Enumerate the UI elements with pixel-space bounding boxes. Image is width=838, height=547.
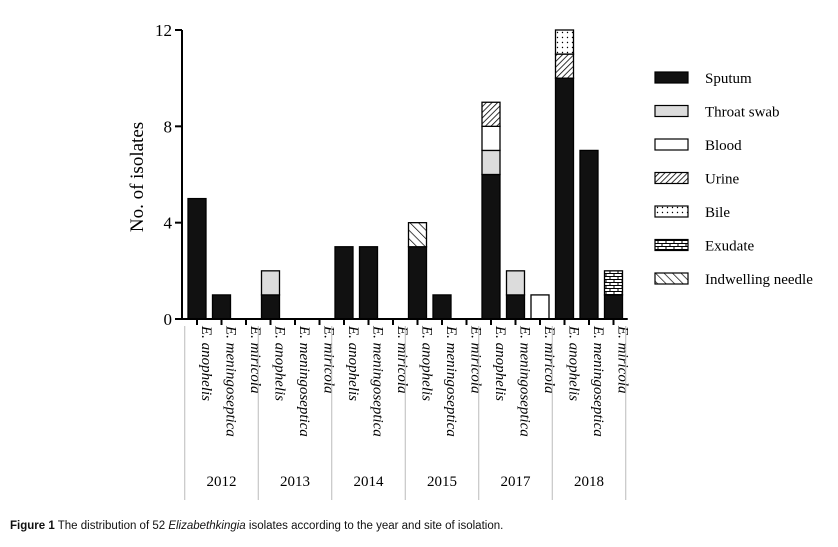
y-tick-label-8: 8 (164, 117, 173, 136)
x-tick-label-2012-e-anophelis: E. anophelis (198, 325, 214, 401)
legend-label-urine: Urine (705, 172, 739, 188)
bar-2015-e-meningoseptica-sputum (432, 294, 452, 320)
year-label-2015: 2015 (427, 474, 457, 490)
caption-text-after: isolates according to the year and site … (245, 520, 504, 532)
y-tick-label-12: 12 (155, 21, 172, 40)
year-label-2012: 2012 (207, 474, 237, 490)
legend-swatch-exudate (654, 238, 689, 252)
x-tick-label-2012-e-miricola: E. miricola (247, 325, 263, 394)
bar-2014-e-meningoseptica-sputum (358, 246, 379, 320)
bar-2018-e-meningoseptica-sputum (579, 149, 599, 320)
x-tick-label-2013-e-anophelis: E. anophelis (272, 325, 288, 401)
x-tick-label-2017-e-miricola: E. miricola (541, 325, 557, 394)
x-tick-label-2017-e-anophelis: E. anophelis (492, 325, 508, 401)
bar-2018-e-miricola-exudate (603, 270, 624, 296)
bar-2017-e-meningoseptica-throat-swab (505, 270, 526, 296)
legend-label-blood: Blood (705, 138, 742, 154)
year-label-2013: 2013 (280, 474, 310, 490)
legend-swatch-sputum (654, 71, 689, 84)
bar-2017-e-anophelis-sputum (481, 173, 501, 320)
x-axis: E. anophelis E. meningoseptica E. miricola… (182, 318, 631, 500)
bar-2015-e-anophelis-indwelling-needle (407, 222, 428, 248)
legend: Sputum Throat swab Blood Urine Bile Exudate In… (654, 71, 813, 288)
y-tick-label-4: 4 (164, 214, 173, 233)
x-tick-label-2013-e-miricola: E. miricola (321, 325, 337, 394)
bar-2017-e-meningoseptica-sputum (505, 294, 526, 320)
x-tick-label-2018-e-meningoseptica: E. meningoseptica (590, 325, 606, 437)
bar-2014-e-anophelis-sputum (334, 246, 354, 320)
legend-swatch-throat-swab (654, 104, 689, 118)
year-label-2014: 2014 (354, 474, 385, 490)
chart: 0 4 8 12 E. anophelis E. meningoseptica E. mi… (127, 21, 813, 500)
legend-swatch-indwelling-needle (654, 272, 689, 285)
x-tick-label-2017-e-meningoseptica: E. meningoseptica (517, 325, 533, 437)
bar-2017-e-anophelis-throat-swab (481, 149, 501, 176)
bar-2018-e-anophelis-bile (554, 29, 575, 55)
legend-label-bile: Bile (705, 205, 730, 221)
caption-genus: Elizabethkingia (168, 520, 246, 532)
bar-2017-e-anophelis-urine (481, 101, 501, 127)
x-tick-label-2013-e-meningoseptica: E. meningoseptica (296, 325, 312, 437)
y-axis-label: No. of isolates (127, 122, 148, 232)
y-tick-label-0: 0 (164, 310, 173, 329)
bar-2017-e-miricola-blood (530, 294, 550, 320)
x-tick-label-2018-e-miricola: E. miricola (615, 325, 631, 394)
y-axis: 0 4 8 12 (155, 21, 183, 329)
bar-2018-e-anophelis-urine (554, 53, 575, 79)
x-tick-label-2014-e-meningoseptica: E. meningoseptica (370, 325, 386, 437)
legend-label-sputum: Sputum (705, 71, 752, 87)
legend-label-throat-swab: Throat swab (705, 105, 780, 121)
caption-label: Figure 1 (10, 520, 55, 532)
x-tick-label-2014-e-anophelis: E. anophelis (345, 325, 361, 401)
legend-label-exudate: Exudate (705, 239, 754, 255)
x-tick-label-2014-e-miricola: E. miricola (394, 325, 410, 394)
legend-swatch-blood (654, 138, 689, 151)
bar-2015-e-anophelis-sputum (407, 246, 428, 320)
x-tick-label-2018-e-anophelis: E. anophelis (566, 325, 582, 401)
bar-2018-e-anophelis-sputum (554, 77, 575, 320)
bar-2013-e-anophelis-sputum (260, 294, 281, 320)
legend-swatch-urine (654, 171, 689, 185)
x-tick-label-2015-e-anophelis: E. anophelis (419, 325, 435, 401)
x-tick-label-2015-e-meningoseptica: E. meningoseptica (443, 325, 459, 437)
bars (187, 29, 624, 320)
bar-2012-e-anophelis-sputum (187, 197, 207, 320)
figure-caption: Figure 1 The distribution of 52 Elizabet… (10, 520, 830, 532)
bar-2012-e-meningoseptica-sputum (211, 294, 232, 320)
year-label-2018: 2018 (574, 474, 604, 490)
caption-text-before: The distribution of 52 (57, 520, 169, 532)
x-tick-label-2015-e-miricola: E. miricola (468, 325, 484, 394)
bar-2017-e-anophelis-blood (481, 125, 501, 152)
bar-2018-e-miricola-sputum (603, 294, 624, 320)
bar-2013-e-anophelis-throat-swab (260, 270, 281, 296)
year-label-2017: 2017 (501, 474, 532, 490)
legend-label-indwelling-needle: Indwelling needle (705, 272, 813, 288)
x-tick-label-2012-e-meningoseptica: E. meningoseptica (223, 325, 239, 437)
legend-swatch-bile (654, 205, 689, 218)
